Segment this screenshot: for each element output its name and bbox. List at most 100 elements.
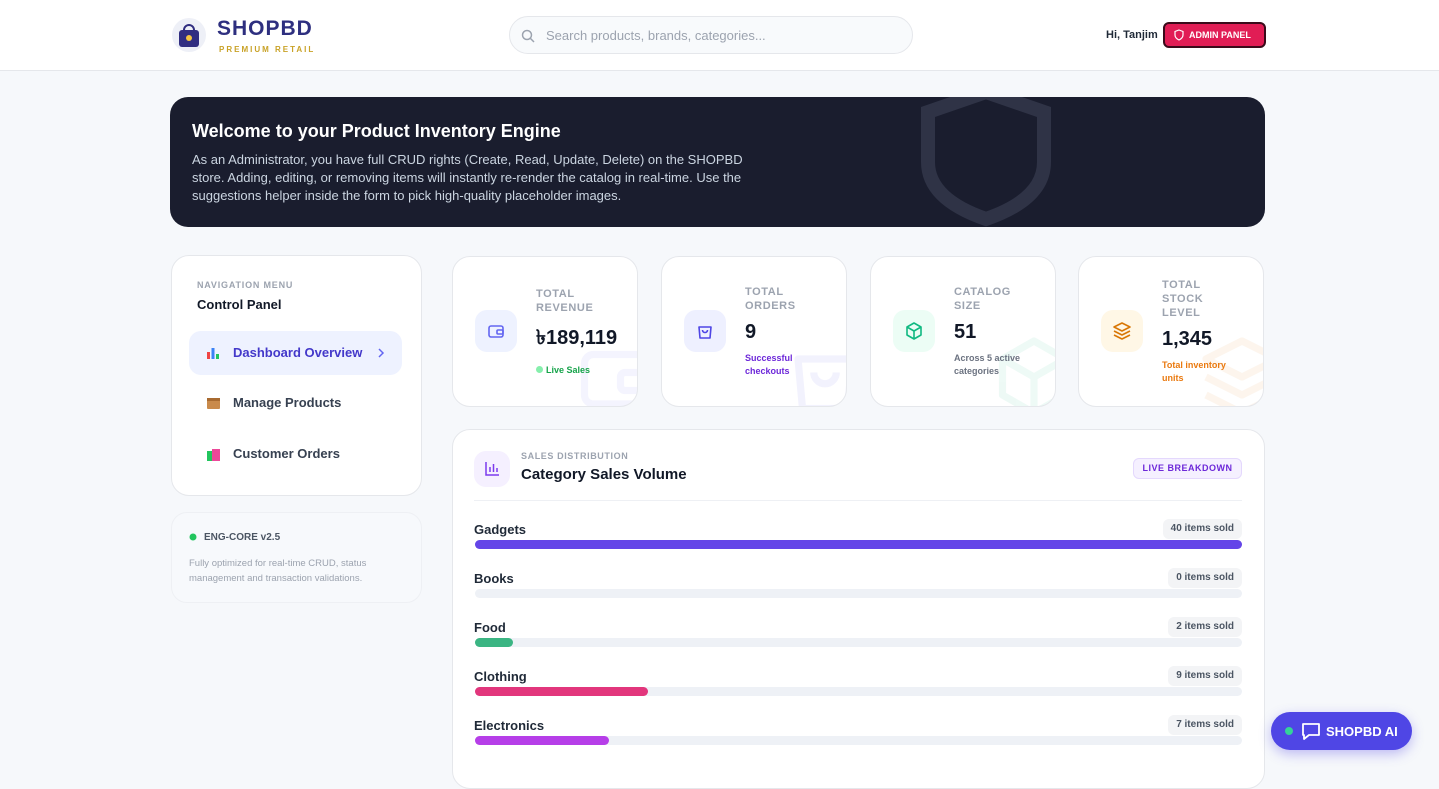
bars-icon bbox=[485, 462, 499, 476]
stat-text: TOTAL ORDERS 9 Successful checkouts bbox=[745, 257, 825, 406]
stat-card: TOTAL STOCK LEVEL 1,345 Total inventory un… bbox=[1078, 256, 1264, 407]
stat-card: CATALOG SIZE 51 Across 5 active categories bbox=[870, 256, 1056, 407]
stat-value: 51 bbox=[954, 321, 977, 343]
category-label: Food bbox=[474, 620, 506, 635]
nav-title: Control Panel bbox=[197, 297, 282, 312]
stat-note: Successful checkouts bbox=[745, 352, 825, 378]
stat-icon bbox=[1101, 310, 1143, 352]
stat-note: Total inventory units bbox=[1162, 359, 1242, 385]
stat-text: TOTAL REVENUE ৳189,119 Live Sales bbox=[536, 257, 617, 406]
engine-title: ENG-CORE v2.5 bbox=[204, 532, 281, 543]
chevron bbox=[378, 348, 385, 358]
greeting: Hi, Tanjim bbox=[1106, 29, 1158, 41]
bar bbox=[475, 638, 514, 647]
watermark-icon bbox=[1202, 337, 1263, 406]
chat-button[interactable]: SHOPBD AI bbox=[1271, 712, 1412, 750]
nav-item[interactable]: Manage Products bbox=[189, 381, 402, 425]
bar-track bbox=[475, 638, 1242, 647]
category-label: Electronics bbox=[474, 718, 545, 733]
bar bbox=[475, 687, 648, 696]
stat-label: TOTAL ORDERS bbox=[745, 286, 796, 312]
stat-note-text: Successful checkouts bbox=[745, 353, 793, 376]
bar bbox=[475, 540, 1242, 549]
bar-track bbox=[475, 589, 1242, 598]
sales-kicker: SALES DISTRIBUTION bbox=[521, 451, 629, 461]
bar-track bbox=[475, 687, 1242, 696]
live-dot bbox=[536, 365, 543, 373]
value-label: 2 items sold bbox=[1168, 617, 1242, 637]
stat-watermark bbox=[780, 332, 846, 406]
stat-watermark bbox=[1197, 332, 1263, 406]
status-dot bbox=[189, 533, 197, 541]
category-label: Gadgets bbox=[474, 522, 527, 537]
banner-text: As an Administrator, you have full CRUD … bbox=[192, 152, 743, 203]
admin-button-label: ADMIN PANEL bbox=[1189, 30, 1251, 40]
stat-note: Across 5 active categories bbox=[954, 352, 1034, 378]
engine-text: Fully optimized for real-time CRUD, stat… bbox=[189, 558, 367, 584]
nav-item-label: Customer Orders bbox=[233, 446, 340, 461]
admin-button[interactable]: ADMIN PANEL bbox=[1163, 22, 1266, 48]
value-label: 9 items sold bbox=[1168, 666, 1242, 686]
online-dot bbox=[1285, 727, 1293, 735]
value-label: 0 items sold bbox=[1168, 568, 1242, 588]
stat-card: TOTAL ORDERS 9 Successful checkouts bbox=[661, 256, 847, 407]
stat-note: Live Sales bbox=[536, 364, 616, 377]
nav-label: NAVIGATION MENU bbox=[197, 280, 294, 290]
stat-label: TOTAL REVENUE bbox=[536, 287, 594, 314]
search-icon bbox=[521, 29, 535, 43]
tagline: PREMIUM RETAIL bbox=[219, 45, 316, 54]
stat-icon-glyph bbox=[488, 325, 504, 338]
chat-label: SHOPBD AI bbox=[1326, 724, 1398, 739]
sales-icon bbox=[474, 451, 510, 487]
watermark-icon bbox=[794, 355, 846, 406]
stat-watermark bbox=[571, 332, 637, 406]
stat-icon bbox=[475, 310, 517, 352]
bar-track bbox=[475, 736, 1242, 745]
watermark-icon bbox=[998, 337, 1055, 406]
nav-item[interactable]: Customer Orders bbox=[189, 432, 402, 476]
chart-icon bbox=[207, 348, 219, 359]
value-label: 40 items sold bbox=[1162, 519, 1242, 539]
stat-watermark bbox=[989, 332, 1055, 406]
divider bbox=[474, 500, 1242, 501]
value-label: 7 items sold bbox=[1168, 715, 1242, 735]
stat-icon-glyph bbox=[698, 326, 712, 339]
stat-value: 9 bbox=[745, 321, 757, 343]
stat-icon-glyph bbox=[906, 322, 922, 340]
box-icon bbox=[207, 398, 220, 409]
live-badge: LIVE BREAKDOWN bbox=[1133, 458, 1242, 479]
welcome-banner: Welcome to your Product Inventory Engine… bbox=[170, 97, 1265, 227]
nav-item-label: Dashboard Overview bbox=[233, 345, 363, 360]
logo bbox=[172, 18, 206, 52]
stat-value: ৳189,119 bbox=[536, 326, 618, 349]
stat-text: CATALOG SIZE 51 Across 5 active categories bbox=[954, 257, 1034, 406]
stat-icon bbox=[684, 310, 726, 352]
brand: SHOPBD bbox=[217, 17, 313, 40]
shield-icon bbox=[1174, 29, 1184, 41]
stat-label: TOTAL STOCK LEVEL bbox=[1162, 279, 1204, 319]
stat-note-text: Across 5 active categories bbox=[954, 353, 1021, 376]
bar bbox=[475, 736, 610, 745]
top-bar: SHOPBD PREMIUM RETAIL Search products, b… bbox=[0, 0, 1439, 71]
stat-icon-glyph bbox=[1113, 322, 1131, 340]
nav-item-label: Manage Products bbox=[233, 395, 342, 410]
stat-note-text: Live Sales bbox=[546, 364, 591, 375]
stat-text: TOTAL STOCK LEVEL 1,345 Total inventory un… bbox=[1162, 257, 1242, 406]
sales-card bbox=[452, 429, 1265, 789]
nav-item[interactable]: Dashboard Overview bbox=[189, 331, 402, 375]
watermark-icon bbox=[580, 350, 637, 406]
engine-card: ENG-CORE v2.5 Fully optimized for real-t… bbox=[171, 512, 422, 603]
banner-title: Welcome to your Product Inventory Engine bbox=[192, 121, 561, 141]
sales-title: Category Sales Volume bbox=[521, 466, 687, 483]
bag-icon bbox=[207, 449, 220, 461]
stat-value: 1,345 bbox=[1162, 328, 1213, 350]
stat-note-text: Total inventory units bbox=[1162, 360, 1226, 383]
stat-label: CATALOG SIZE bbox=[954, 286, 1011, 312]
chat-icon bbox=[1302, 723, 1320, 740]
search-box[interactable]: Search products, brands, categories... bbox=[509, 16, 913, 54]
stat-icon bbox=[893, 310, 935, 352]
search-placeholder: Search products, brands, categories... bbox=[546, 28, 766, 43]
stat-card: TOTAL REVENUE ৳189,119 Live Sales bbox=[452, 256, 638, 407]
